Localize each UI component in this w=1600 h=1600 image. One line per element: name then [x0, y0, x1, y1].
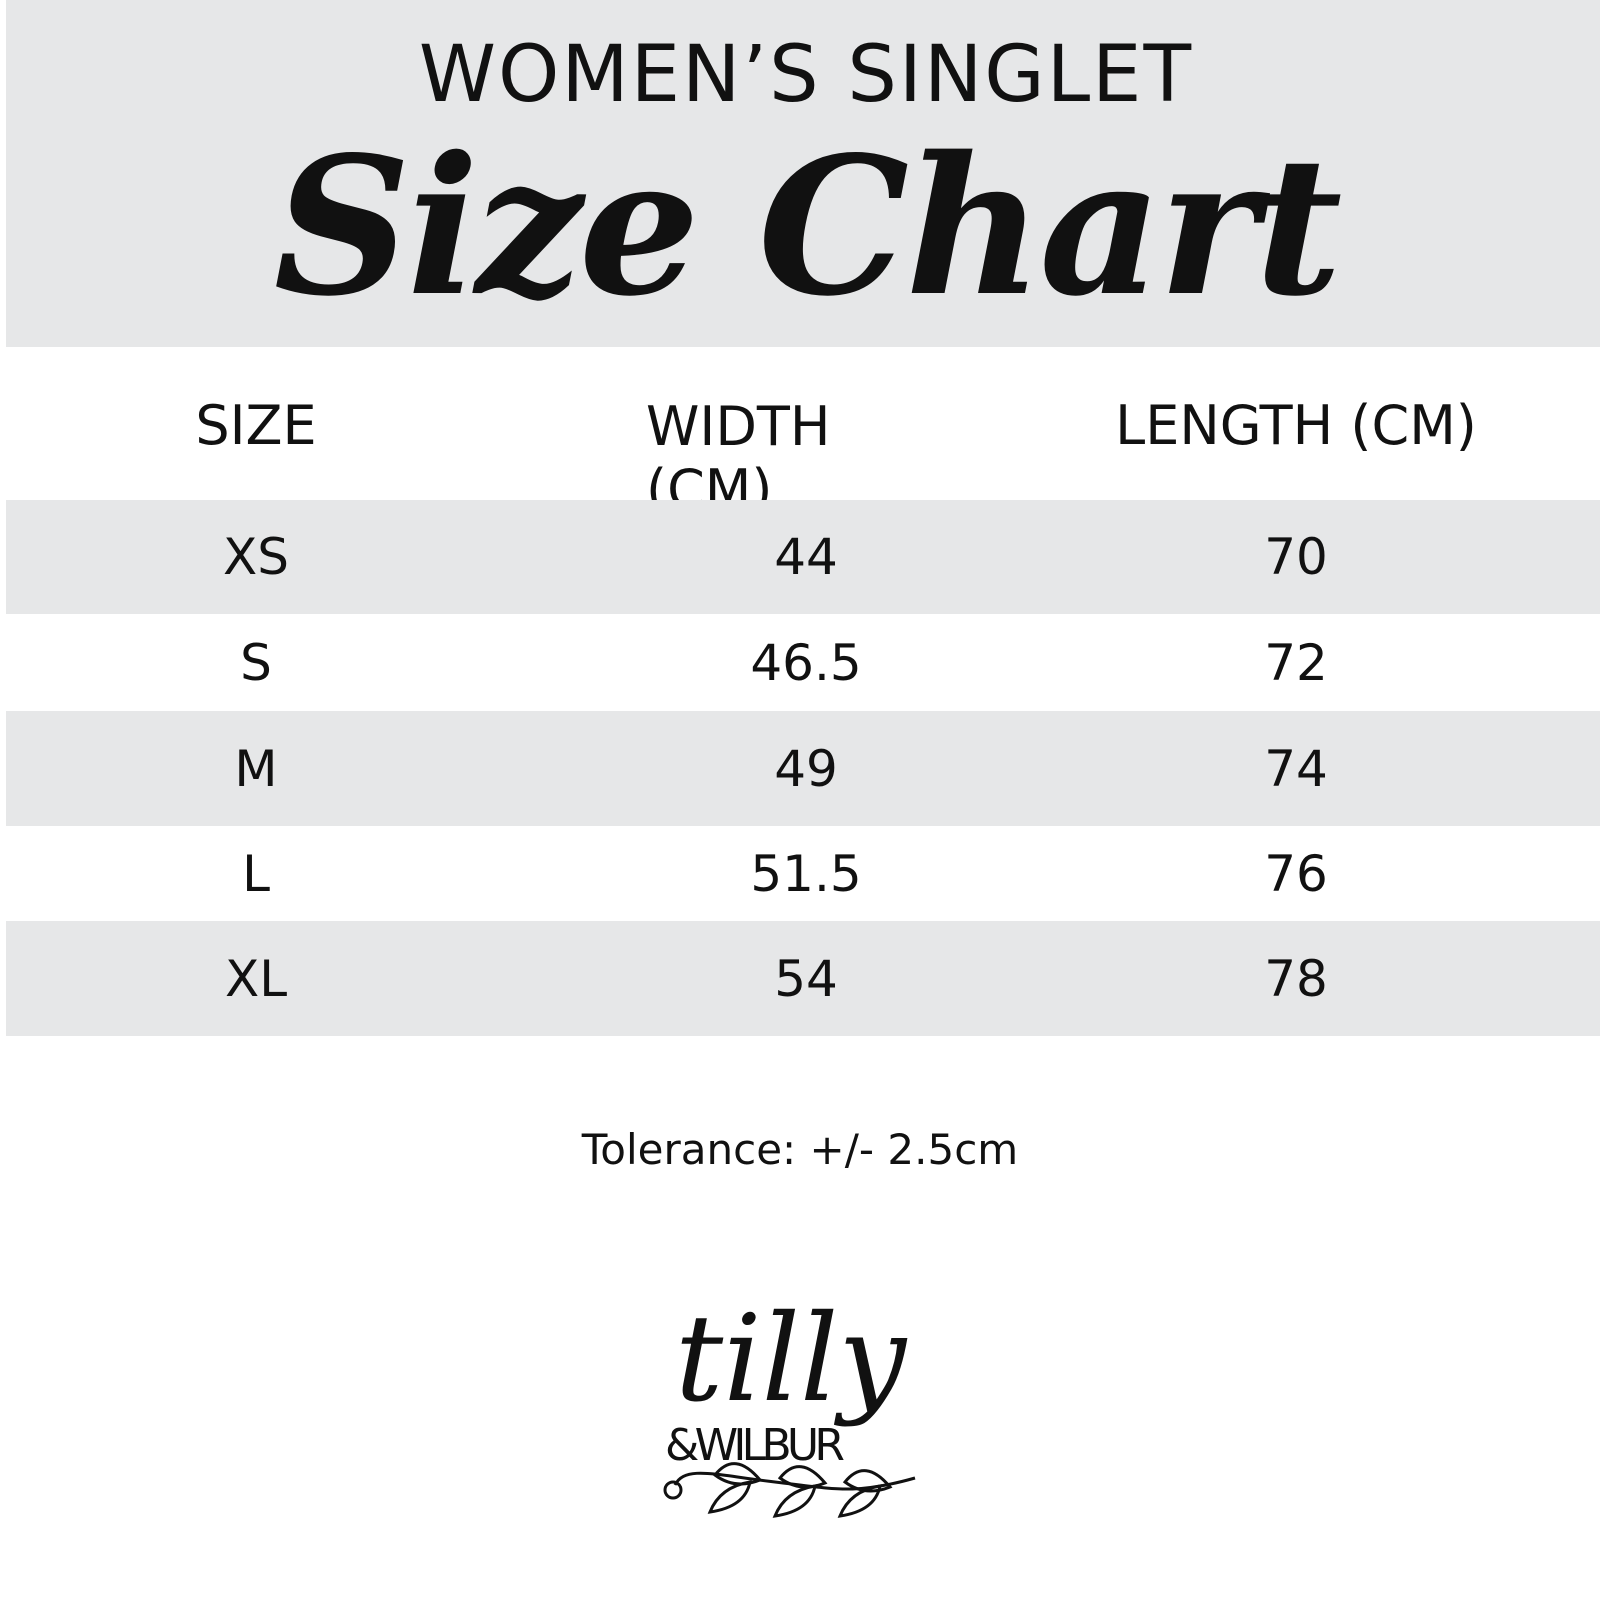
size-cell: M	[234, 739, 278, 798]
subtitle: WOMEN’S SINGLET	[418, 30, 1194, 120]
table-row: S 46.5 72	[6, 614, 1600, 711]
table-header: SIZE WIDTH (CM) LENGTH (CM)	[6, 350, 1600, 522]
width-cell: 49	[774, 739, 838, 798]
column-header-width: WIDTH (CM)	[646, 395, 831, 521]
size-cell: XL	[224, 949, 288, 1008]
width-cell: 46.5	[750, 633, 862, 692]
width-cell: 51.5	[750, 844, 862, 903]
tolerance-note: Tolerance: +/- 2.5cm	[581, 1125, 1019, 1174]
size-cell: XS	[223, 528, 289, 586]
length-cell: 70	[1264, 528, 1328, 586]
size-cell: L	[242, 844, 270, 903]
table-row: XL 54 78	[6, 921, 1600, 1036]
table-row: L 51.5 76	[6, 826, 1600, 921]
svg-text:&WILBUR: &WILBUR	[665, 1420, 845, 1471]
table-row: XS 44 70	[6, 500, 1600, 614]
width-cell: 54	[774, 949, 838, 1008]
width-cell: 44	[774, 528, 838, 586]
svg-text:tilly: tilly	[675, 1290, 908, 1429]
length-cell: 78	[1264, 949, 1328, 1008]
column-header-size: SIZE	[195, 393, 317, 457]
header-band: WOMEN’S SINGLET Size Chart	[6, 0, 1600, 347]
column-header-length: LENGTH (CM)	[1115, 393, 1477, 457]
length-cell: 76	[1264, 844, 1328, 903]
table-row: M 49 74	[6, 711, 1600, 826]
length-cell: 72	[1264, 633, 1328, 692]
length-cell: 74	[1264, 739, 1328, 798]
brand-logo: tilly &WILBUR	[663, 1290, 916, 1518]
page-title: Size Chart	[273, 115, 1343, 338]
size-cell: S	[240, 633, 272, 692]
